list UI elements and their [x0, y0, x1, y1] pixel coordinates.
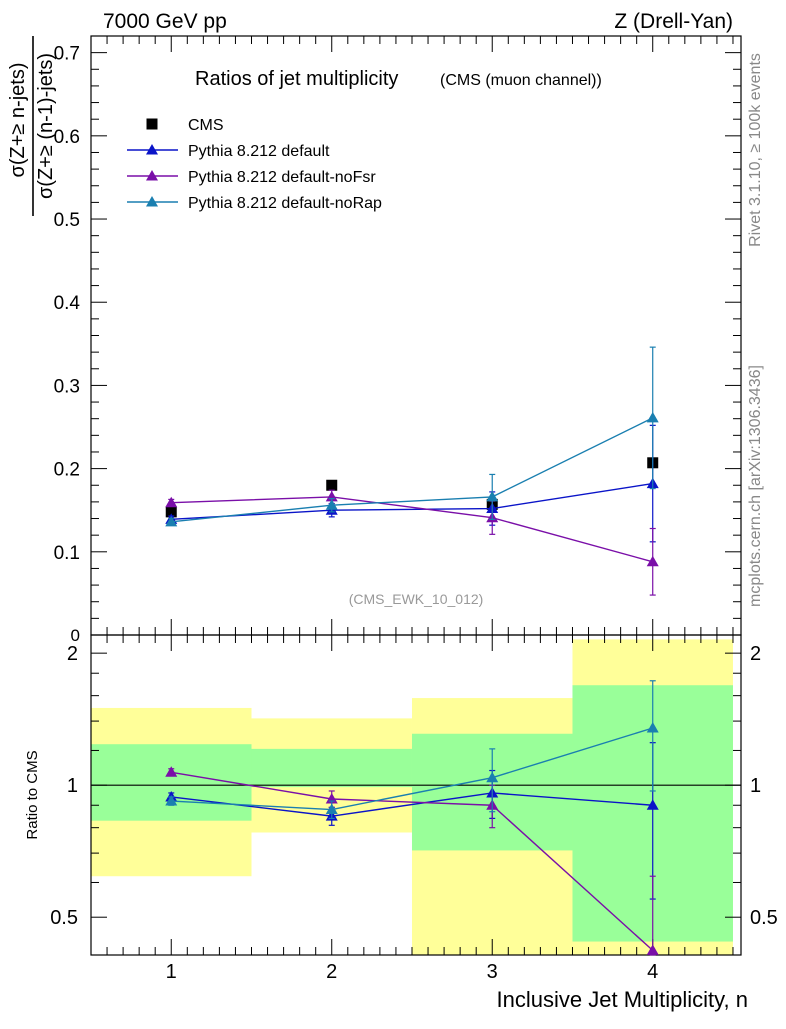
ratio-point: [646, 799, 659, 810]
data-point: [325, 499, 338, 510]
header-right: Z (Drell-Yan): [614, 10, 733, 33]
legend-label: Pythia 8.212 default-noFsr: [188, 169, 376, 186]
ratio-tick-label-right: 1: [750, 775, 761, 797]
y-label-denominator: σ(Z+≥ (n-1)-jets): [35, 53, 57, 199]
y-tick-label: 0.1: [54, 543, 80, 564]
series-4: [165, 346, 659, 527]
ratio-line: [171, 771, 654, 951]
legend-label: CMS: [188, 117, 224, 134]
header-left: 7000 GeV pp: [103, 10, 227, 33]
legend-marker: [146, 144, 158, 155]
y-tick-label: 0.4: [54, 293, 81, 314]
ratio-line: [171, 792, 653, 817]
ratio-point: [325, 803, 338, 815]
ratio-tick-label-right: 2: [750, 643, 761, 665]
ratio-point: [646, 722, 659, 733]
ratio-point: [165, 795, 178, 806]
legend-label: Pythia 8.212 default: [188, 143, 330, 160]
y-axis-label-lower: Ratio to CMS: [24, 750, 41, 839]
series-1: [165, 457, 659, 518]
legend-entry-2: Pythia 8.212 default: [127, 143, 330, 160]
green-band-2: [251, 748, 412, 788]
chart-title: Ratios of jet multiplicity: [195, 68, 398, 90]
chart-subtitle: (CMS (muon channel)): [440, 72, 602, 89]
y-tick-label: 0.6: [54, 127, 80, 148]
data-point: [165, 515, 178, 527]
data-point: [646, 411, 659, 423]
upper-plot: 0.1 0.2 0.3 0.4 0.5 0.6 0.7: [54, 35, 742, 636]
series-line: [171, 482, 653, 521]
lower-frame: [90, 634, 742, 956]
ratio-line: [171, 727, 653, 811]
data-point: [326, 479, 338, 491]
x-tick-label: 1: [166, 961, 177, 983]
ratio-point: [646, 944, 659, 955]
ratio-plot: 1 2 3 4 0.5 0.5 1 1 2 2: [50, 634, 778, 983]
mcplots-label: mcplots.cern.ch [arXiv:1306.3436]: [747, 365, 764, 607]
legend-entry-3: Pythia 8.212 default-noFsr: [127, 169, 376, 186]
legend: CMS Pythia 8.212 default Pythia 8.212 defa…: [127, 117, 382, 212]
y-tick-label: 0.2: [54, 460, 80, 481]
y-axis-label-upper: σ(Z+≥ n-jets) σ(Z+≥ (n-1)-jets): [7, 36, 57, 216]
ratio-tick-label-left: 1: [67, 775, 78, 797]
ratio-tick-label-left: 2: [67, 643, 78, 665]
data-point: [165, 496, 178, 508]
data-point: [486, 490, 499, 502]
legend-label: Pythia 8.212 default-noRap: [188, 195, 382, 212]
series-3: [165, 489, 659, 596]
ratio-tick-label-left: 0.5: [50, 907, 78, 929]
y-label-numerator: σ(Z+≥ n-jets): [7, 63, 29, 178]
x-axis-label: Inclusive Jet Multiplicity, n: [497, 987, 748, 1012]
ratio-point: [165, 766, 178, 777]
legend-entry-4: Pythia 8.212 default-noRap: [127, 195, 382, 212]
legend-marker: [146, 170, 158, 181]
legend-entry-1: CMS: [146, 117, 224, 134]
series-2: [165, 424, 659, 543]
legend-marker: [146, 118, 158, 130]
analysis-label: (CMS_EWK_10_012): [349, 591, 484, 607]
ratio-tick-label-right: 0.5: [750, 907, 778, 929]
x-tick-label: 3: [487, 961, 498, 983]
series-line: [171, 417, 654, 523]
y-tick-zero: 0: [71, 626, 80, 645]
x-tick-label: 2: [326, 961, 337, 983]
legend-marker: [146, 196, 158, 207]
ratio-series-3: [165, 680, 659, 819]
ratio-point: [486, 771, 499, 783]
y-tick-label: 0.5: [54, 210, 80, 231]
series-line: [171, 496, 653, 563]
y-tick-label: 0.7: [54, 44, 80, 65]
rivet-label: Rivet 3.1.10, ≥ 100k events: [747, 53, 764, 247]
data-point: [165, 506, 177, 518]
green-band-1: [91, 744, 252, 821]
y-tick-label: 0.3: [54, 376, 80, 397]
x-tick-label: 4: [647, 961, 658, 983]
data-point: [646, 555, 659, 567]
